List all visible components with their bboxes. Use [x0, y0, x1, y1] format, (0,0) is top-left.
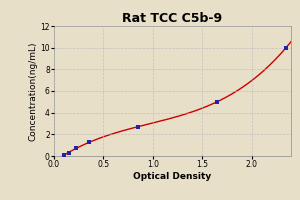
X-axis label: Optical Density: Optical Density	[134, 172, 212, 181]
Title: Rat TCC C5b-9: Rat TCC C5b-9	[122, 12, 223, 25]
Point	[214, 100, 219, 103]
Point	[73, 147, 78, 150]
Point	[284, 46, 289, 49]
Point	[136, 125, 140, 128]
Point	[86, 141, 91, 144]
Point	[61, 153, 66, 157]
Point	[66, 151, 71, 154]
Y-axis label: Concentration(ng/mL): Concentration(ng/mL)	[28, 41, 38, 141]
